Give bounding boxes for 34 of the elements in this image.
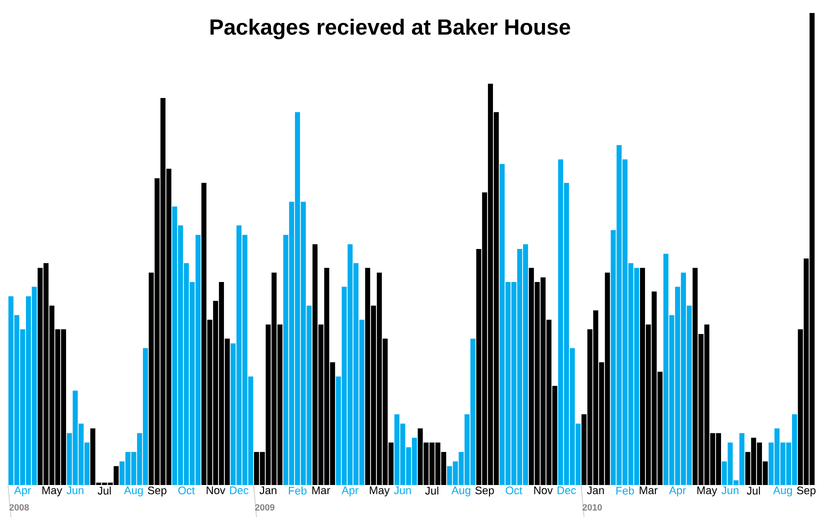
x-tick-label: Sep: [148, 486, 166, 496]
x-tick-label: Oct: [506, 486, 522, 494]
x-tick-label: Feb: [288, 486, 306, 495]
x-tick-label: May: [697, 486, 718, 496]
chart-title: Packages recieved at Baker House: [210, 18, 570, 40]
x-tick-label: Apr: [14, 486, 31, 496]
x-tick-label: Jul: [425, 486, 438, 495]
x-tick-label: Apr: [342, 486, 358, 496]
x-tick-label: Oct: [178, 486, 195, 494]
x-tick-label: Jan: [587, 486, 604, 494]
text: 2008: [10, 504, 29, 511]
x-tick-label: Nov: [534, 486, 553, 494]
x-tick-label: May: [42, 486, 62, 496]
x-tick-label: Nov: [206, 486, 226, 494]
x-tick-label: Jul: [746, 486, 760, 495]
text: 2009: [255, 504, 274, 511]
x-tick-label: Aug: [124, 486, 143, 496]
x-tick-label: Dec: [230, 486, 248, 494]
x-tick-label: Jul: [98, 486, 111, 495]
x-tick-label: Aug: [451, 486, 470, 496]
x-tick-label: Apr: [669, 486, 686, 496]
x-tick-label: Aug: [773, 486, 792, 496]
x-tick-label: May: [370, 486, 390, 496]
x-tick-label: Dec: [558, 486, 576, 494]
x-tick-label: Sep: [475, 486, 494, 496]
x-tick-label: Jun: [66, 486, 84, 494]
text: 2010: [582, 504, 602, 511]
x-tick-label: Jun: [394, 486, 411, 494]
x-tick-label: Feb: [616, 486, 634, 495]
x-tick-label: Jan: [260, 486, 276, 494]
x-tick-label: Jun: [722, 486, 738, 494]
x-tick-label: Sep: [796, 486, 816, 496]
x-tick-label: Mar: [312, 486, 330, 494]
x-tick-label: Mar: [640, 486, 658, 494]
